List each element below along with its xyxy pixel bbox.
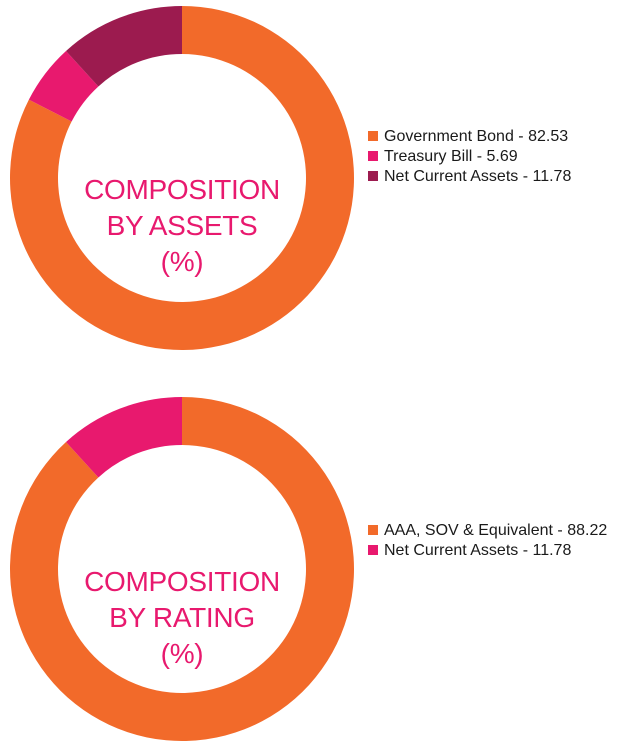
legend-label-treasury-bill: Treasury Bill - 5.69 <box>384 148 518 165</box>
legend-label-government-bond: Government Bond - 82.53 <box>384 128 569 145</box>
rating-center-line-1: COMPOSITION <box>84 566 280 597</box>
assets-donut <box>10 6 355 350</box>
slice-treasury-bill <box>28 51 99 122</box>
legend-item-net-current-assets: Net Current Assets - 11.78 <box>368 167 571 186</box>
assets-legend: Government Bond - 82.53 Treasury Bill - … <box>368 127 571 187</box>
legend-item-treasury-bill: Treasury Bill - 5.69 <box>368 147 571 166</box>
legend-swatch-net-current-assets <box>368 171 378 181</box>
rating-center-line-2: BY RATING <box>109 602 255 633</box>
legend-item-government-bond: Government Bond - 82.53 <box>368 127 571 146</box>
legend-swatch-government-bond <box>368 131 378 141</box>
legend-item-net-current-assets-rating: Net Current Assets - 11.78 <box>368 541 609 560</box>
rating-donut <box>9 397 355 741</box>
rating-center-label: COMPOSITION BY RATING (%) <box>62 564 302 672</box>
rating-chart: COMPOSITION BY RATING (%) AAA, SOV & Equ… <box>0 391 617 751</box>
assets-center-line-1: COMPOSITION <box>84 174 280 205</box>
slice-net-current-assets <box>66 397 182 478</box>
legend-item-aaa-sov: AAA, SOV & Equivalent - 88.22 <box>368 521 609 540</box>
legend-swatch-aaa-sov <box>368 525 378 535</box>
slice-net-current-assets <box>66 6 182 87</box>
legend-label-net-current-assets: Net Current Assets - 11.78 <box>384 168 572 185</box>
rating-center-line-3: (%) <box>160 638 204 669</box>
assets-chart: COMPOSITION BY ASSETS (%) Government Bon… <box>0 0 617 360</box>
legend-label-net-current-assets-rating: Net Current Assets - 11.78 <box>384 542 572 559</box>
legend-label-aaa-sov: AAA, SOV & Equivalent - 88.22 <box>384 522 608 539</box>
legend-swatch-treasury-bill <box>368 151 378 161</box>
rating-legend: AAA, SOV & Equivalent - 88.22 Net Curren… <box>368 521 609 561</box>
assets-center-line-3: (%) <box>160 246 204 277</box>
assets-center-line-2: BY ASSETS <box>106 210 258 241</box>
legend-swatch-net-current-assets-rating <box>368 545 378 555</box>
assets-center-label: COMPOSITION BY ASSETS (%) <box>62 172 302 280</box>
